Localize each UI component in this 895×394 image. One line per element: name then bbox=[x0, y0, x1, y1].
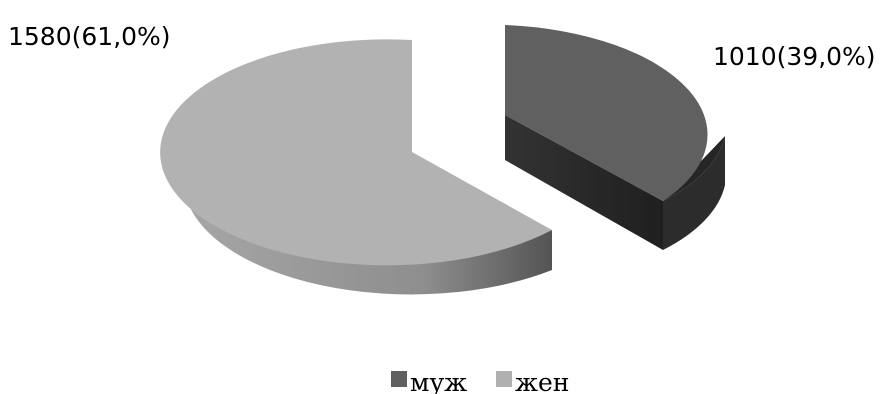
slice-muzh bbox=[505, 25, 725, 250]
data-label-muzh: 1010(39,0%) bbox=[713, 42, 876, 71]
slice-muzh-outer-side bbox=[663, 136, 725, 250]
slice-zhen bbox=[160, 39, 553, 295]
data-label-zhen: 1580(61,0%) bbox=[8, 22, 171, 51]
slice-muzh-top bbox=[505, 25, 708, 201]
legend: муж жен bbox=[391, 368, 569, 394]
slice-muzh-inner-face bbox=[505, 115, 663, 250]
legend-label-zhen: жен bbox=[515, 368, 569, 394]
legend-label-muzh: муж bbox=[410, 368, 467, 394]
legend-swatch-zhen bbox=[496, 371, 512, 387]
slice-zhen-top bbox=[160, 39, 553, 266]
legend-swatch-muzh bbox=[391, 371, 407, 387]
